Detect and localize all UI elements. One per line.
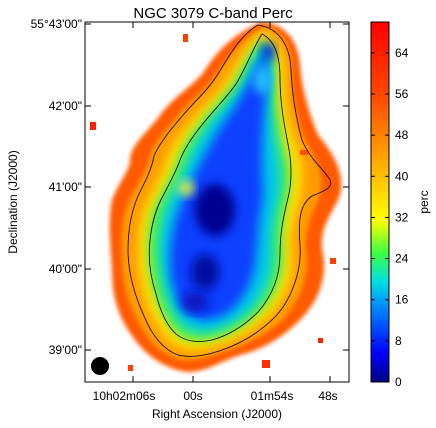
colorbar-ticks: 0 8 16 24 32 40 48 56 64: [371, 46, 409, 389]
noise-patch: [262, 360, 270, 368]
contours: [127, 24, 332, 357]
colorbar-tick-label: 40: [395, 169, 409, 183]
y-tick-label: 41'00": [49, 180, 82, 194]
y-tick-label: 39'00": [49, 343, 82, 357]
dark-spot-3: [261, 42, 275, 62]
colorbar-tick-label: 0: [395, 375, 402, 389]
y-axis-label: Declination (J2000): [6, 150, 20, 253]
plot-frame: [84, 21, 350, 383]
colorbar-tick-label: 24: [395, 252, 409, 266]
noise-patch: [300, 150, 308, 155]
x-tick-label: 10h02m06s: [93, 389, 156, 403]
dark-core-2: [191, 254, 219, 290]
yellow-knot: [178, 180, 194, 196]
contour-outer: [127, 24, 332, 357]
noise-patch: [318, 338, 323, 343]
colorbar-tick-label: 16: [395, 293, 409, 307]
colorbar-tick-label: 8: [395, 334, 402, 348]
tick-marks: [85, 22, 349, 382]
emission-map: [90, 22, 342, 372]
noise-patch: [183, 34, 188, 42]
beam-marker: [91, 357, 109, 375]
colorbar-label: perc: [417, 190, 431, 213]
colorbar-tick-label: 32: [395, 210, 409, 224]
colorbar-tick-label: 64: [395, 46, 409, 60]
dark-spot-4: [181, 292, 209, 312]
x-tick-label: 48s: [318, 389, 337, 403]
noise-patch: [330, 258, 336, 264]
colorbar-tick-label: 48: [395, 128, 409, 142]
y-tick-label: 40'00": [49, 262, 82, 276]
chart-title: NGC 3079 C-band Perc: [133, 5, 293, 22]
noise-patch: [128, 365, 133, 371]
colorbar: [370, 21, 390, 383]
contour-inner: [148, 33, 292, 342]
x-tick-label: 01m54s: [251, 389, 294, 403]
y-tick-label: 55°43'00": [31, 17, 82, 31]
colorbar-tick-label: 56: [395, 87, 409, 101]
dark-core-1: [195, 184, 235, 236]
x-tick-label: 00s: [183, 389, 202, 403]
x-axis-label: Right Ascension (J2000): [152, 407, 282, 421]
y-tick-label: 42'00": [49, 99, 82, 113]
cyan-knot-1: [253, 66, 271, 94]
noise-patch: [90, 122, 96, 130]
